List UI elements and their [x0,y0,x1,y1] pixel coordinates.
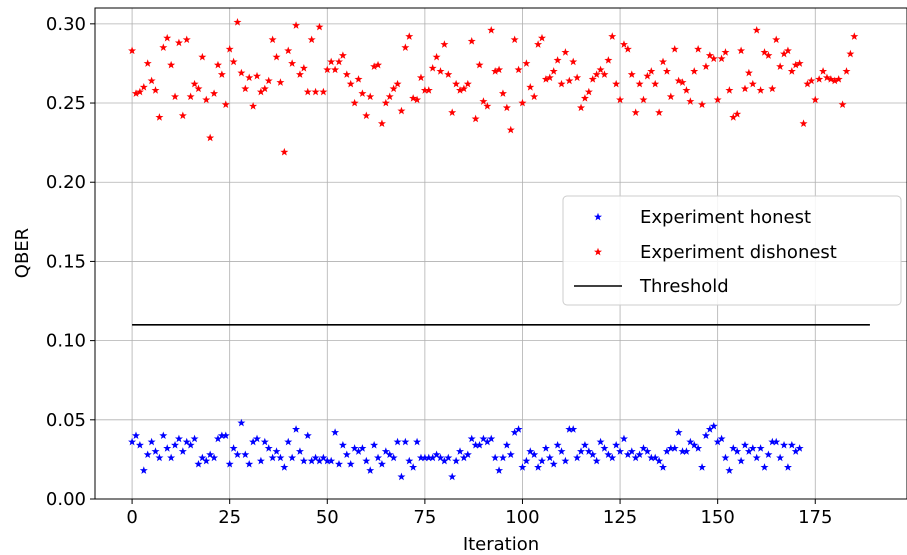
legend-dishonest-label: Experiment dishonest [640,242,837,263]
legend-threshold-label: Threshold [639,276,729,297]
x-tick-label: 175 [798,507,832,528]
y-tick-label: 0.05 [46,410,86,431]
x-tick-label: 125 [603,507,637,528]
data-series [128,18,870,481]
x-axis-label: Iteration [463,534,539,555]
y-axis-label: QBER [12,228,33,278]
y-tick-label: 0.10 [46,331,86,352]
y-tick-label: 0.20 [46,172,86,193]
axis-ticks: 0 25 50 75 100 125 150 175 0.00 0.05 0.10 0.15 0.20 0… [46,14,833,528]
legend-honest-label: Experiment honest [640,207,811,228]
x-tick-label: 75 [413,507,436,528]
x-tick-label: 0 [126,507,137,528]
y-tick-label: 0.25 [46,93,86,114]
y-tick-label: 0.00 [46,489,86,510]
x-tick-label: 150 [700,507,734,528]
y-tick-label: 0.15 [46,251,86,272]
plot-frame [94,7,907,500]
x-tick-label: 100 [505,507,539,528]
y-tick-label: 0.30 [46,14,86,35]
legend: Experiment honest Experiment dishonest T… [562,195,902,306]
x-tick-label: 25 [218,507,241,528]
x-tick-label: 50 [316,507,339,528]
legend-box [562,195,902,306]
